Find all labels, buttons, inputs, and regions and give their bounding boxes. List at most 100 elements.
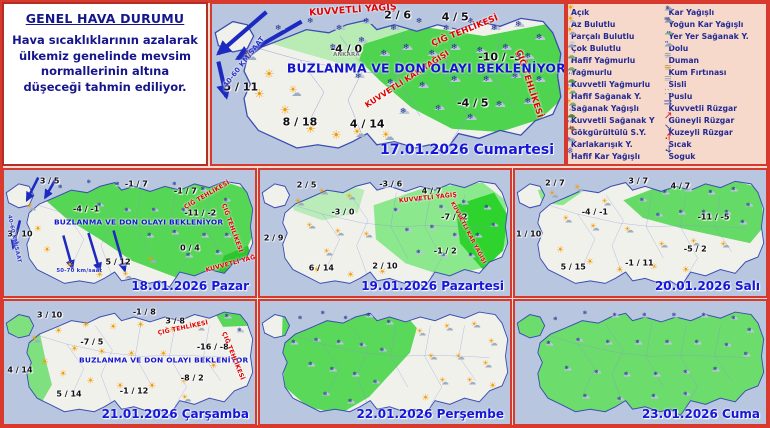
snowcloud-icon: ☁ ❄: [353, 67, 366, 82]
cold-icon: ↓ •: [664, 144, 674, 156]
legend-label: Yoğun Kar Yağışlı: [668, 20, 744, 30]
map-annotation: BUZLANMA VE DON OLAYI BEKLENİYOR: [286, 60, 566, 76]
snowcloud-icon: ☁ ❄: [122, 204, 132, 215]
snowcloud-icon: ☁ ❄: [481, 70, 494, 85]
suncloud-icon: ☀ ☁: [470, 319, 481, 330]
snowcloud-icon: ☁ ❄: [449, 38, 462, 53]
snowcloud-icon: ☁ ❄: [95, 199, 105, 210]
snowcloud-icon: ☁ ❄: [426, 45, 439, 59]
snowcloud-icon: ☁ ❄: [722, 339, 732, 350]
sun-icon: ☀: [615, 265, 624, 276]
sandstorm-icon: ≈ ≈: [663, 60, 672, 74]
cloudy-icon: ☁ ☁: [566, 36, 576, 50]
sun-icon: ☀: [159, 349, 168, 360]
sun-icon: ☀: [168, 325, 177, 336]
snowcloud-icon: ☁ ❄: [460, 197, 470, 208]
map-overlay: ☁ ❄ ☁ ❄ ☁ ❄ ☁ ❄ ☁ ❄ ☁ ❄ ☁ ❄ ☁ ❄ ☁ ❄ ☁ ❄ ☁ ❄ ☁ ❄ ☁ ❄ ☁ ❄ ☁ ❄ ☁ ❄ ☁ ❄ ☁ ❄ ☀ ☀ ☀ ☀…: [4, 170, 255, 296]
suncloud-icon: ☀ ☁: [294, 196, 305, 207]
suncloud-icon: ☀ ☁: [323, 246, 333, 258]
sun-icon: ☀: [585, 257, 594, 268]
temperature-label: 4 / 7: [670, 181, 691, 191]
legend-label: Dolu: [668, 44, 689, 54]
snowcloud-icon: ☁ ❄: [428, 222, 438, 233]
sun-icon: ☀: [70, 344, 79, 355]
map-overlay: ☁ ❄ ☁ ❄ ☁ ❄ ☁ ❄ ☁ ❄ ☁ ❄ ☁ ❄ ☁ ❄ ☁ ❄ ☁ ❄ ☁ ❄ ☁ ❄ ☁ ❄ ☁ ❄ ☁ ❄ ☁ ❄ ☁ ❄ ☁ ❄ ☁ ❄ ☁ ❄…: [515, 301, 766, 424]
snowcloud-icon: ☁ ❄: [581, 391, 591, 402]
legend-label: Yağmurlu: [571, 67, 612, 77]
legend-item-local-shower: ☁ ' ' Yer Yer Sağanak Y.: [664, 27, 765, 43]
snowcloud-icon: ☁ ❄: [449, 70, 462, 85]
sleet-icon: ☁ ❄,: [566, 133, 576, 147]
snowcloud-icon: ☁ ❄: [661, 187, 671, 198]
temperature-label: 2 / 7: [545, 178, 565, 188]
legend-item-hail: ☁ • • Dolu: [664, 39, 765, 55]
snowcloud-icon: ☁ ❄: [544, 338, 554, 349]
weather-map-19-01-2026: ☁ ❄ ☁ ❄ ☁ ❄ ☁ ❄ ☁ ❄ ☁ ❄ ☁ ❄ ☁ ❄ ☁ ❄ ☁ ❄ ☁ ❄ ☁ ❄ ☁ ❄ ☀ ☁ ☀ ☁ ☀ ☁ ☀ ☁ ☀ ☁ ☀ ☁ ☀ ☁…: [258, 168, 512, 298]
general-situation-panel: GENEL HAVA DURUMU Hava sıcaklıklarının a…: [2, 2, 208, 166]
legend-item-sleet: ☁ ❄, Karlakarışık Y.: [568, 135, 667, 150]
suncloud-icon: ☀ ☁: [195, 321, 206, 333]
sun-icon: ☀: [566, 2, 575, 14]
sun-icon: ☀: [86, 376, 95, 387]
snowcloud-icon: ☁ ❄: [534, 29, 546, 43]
sun-icon: ☀: [65, 260, 74, 271]
snowcloud-icon: ☁ ❄: [592, 366, 602, 377]
suncloud-icon: ☀ ☁: [122, 269, 133, 281]
sun-icon: ☀: [263, 67, 275, 82]
map-overlay: ☁ ❄ ☁ ❄ ☁ ❄ ☁ ❄ ☁ ❄ ☁ ❄ ☁ ❄ ☁ ❄ ☁ ❄ ☁ ❄ ☁ ❄ ☁ ❄ ☁ ❄ ☁ ❄ ☁ ❄ ☁ ❄ ☀ ☁ ☀ ☁ ☀ ☁ ☀ ☁…: [260, 301, 510, 424]
snowcloud-icon: ☁ ❄: [388, 19, 401, 34]
temperature-label: -1 / 12: [119, 386, 149, 396]
snowcloud-icon: ☁ ❄: [170, 179, 180, 190]
light-rain-icon: ☁,: [566, 50, 576, 65]
snowcloud-icon: ☁ ❄: [500, 38, 513, 53]
snowcloud-icon: ☁ ❄: [142, 179, 152, 190]
temperature-label: -11 / -5: [697, 212, 730, 222]
sun-icon: ☀: [209, 361, 218, 372]
temperature-label: 8 / 18: [282, 115, 318, 129]
suncloud-icon: ☀ ☁: [658, 239, 669, 250]
suncloud-icon: ☀ ☁: [601, 196, 612, 207]
legend-item-sun: ☀ Açık: [568, 4, 667, 19]
snowcloud-icon: ☁ ❄: [357, 339, 367, 350]
sun-icon: ☀: [346, 270, 355, 281]
weather-map-20-01-2026: ☁ ❄ ☁ ❄ ☁ ❄ ☁ ❄ ☁ ❄ ☁ ❄ ☁ ❄ ☁ ❄ ☁ ❄ ☁ ❄ ☁ ❄ ☀ ☁ ☀ ☁ ☀ ☁ ☀ ☁ ☀ ☁ ☀ ☁ ☀ ☁ ☀ ☁ ☀ ☁…: [513, 168, 768, 298]
legend-label: Güneyli Rüzgar: [668, 115, 735, 125]
snowcloud-icon: ☁ ❄: [199, 184, 209, 195]
map-overlay: ☁ ❄ ☁ ❄ ☁ ❄ ☁ ❄ ☁ ❄ ☁ ❄ ☁ ❄ ☁ ❄ ☁ ❄ ☁ ❄ ☁ ❄ ☀ ☁ ☀ ☁ ☀ ☁ ☀ ☁ ☀ ☁ ☀ ☁ ☀ ☁ ☀ ☁ ☀ ☁…: [515, 170, 766, 296]
snowcloud-icon: ☁ ❄: [437, 202, 447, 213]
suncloud-icon: ☀ ☁: [482, 358, 493, 370]
sun-icon: ☀: [127, 349, 136, 360]
legend-label: Soguk: [668, 151, 696, 161]
suncloud-icon: ☀ ☁: [345, 191, 356, 202]
snowcloud-icon: ☁ ❄: [663, 337, 673, 348]
sun-icon: ☀: [109, 322, 118, 333]
turkey-map-graphic: [4, 301, 255, 424]
snowcloud-icon: ☁ ❄: [744, 199, 754, 210]
snowcloud-icon: ☁ ❄: [113, 179, 123, 190]
snowcloud-icon: ☁ ❄: [745, 325, 755, 336]
suncloud-icon: ☀ ☁: [381, 130, 395, 144]
snowcloud-icon: ☁ ❄: [604, 337, 614, 348]
sun-icon: ☀: [312, 265, 321, 276]
suncloud-icon: ☀ ☁: [719, 239, 730, 250]
snowcloud-icon: ☁ ❄: [465, 109, 478, 123]
map-date-caption: 21.01.2026 Çarşamba: [101, 407, 249, 421]
legend-label: Hafif Kar Yağışlı: [571, 151, 640, 161]
legend-item-rain: ☁,, Yağmurlu: [568, 63, 667, 79]
map-overlay: ☁ ❄ ☁ ❄ ☁ ❄ ☁ ❄ ☁ ❄ ☁ ❄ ☁ ❄ ☁ ❄ ☁ ❄ ☁ ❄ ☁ ❄ ☁ ❄ ☁ ❄ ☀ ☁ ☀ ☁ ☀ ☁ ☀ ☁ ☀ ☁ ☀ ☁ ☀ ☁…: [260, 170, 510, 296]
temperature-label: 4 / 14: [349, 117, 385, 131]
snowcloud-icon: ☁ ❄: [654, 209, 664, 220]
temperature-label: -1 / 7: [173, 186, 197, 196]
south-wind-icon: ↗: [663, 109, 673, 122]
suncloud-icon: ☀ ☁: [243, 50, 257, 64]
snowcloud-icon: ☁ ❄: [85, 177, 95, 188]
legend-item-north-wind: ↘ Kuzeyli Rüzgar: [664, 122, 765, 138]
legend-item-sandstorm: ≈ ≈ Kum Fırtınası: [664, 62, 765, 79]
temperature-label: 3 / 10: [37, 310, 63, 320]
sun-icon: ☀: [115, 381, 124, 392]
legend-item-thunder-shower: ☁ ↯ Gökgürültülü S.Y.: [568, 123, 667, 138]
turkey-map-graphic: [515, 301, 766, 424]
snowcloud-icon: ☁ ❄: [327, 38, 340, 53]
snowcloud-icon: ☁ ❄: [223, 311, 233, 322]
snowcloud-icon: ☁ ❄: [145, 230, 155, 241]
